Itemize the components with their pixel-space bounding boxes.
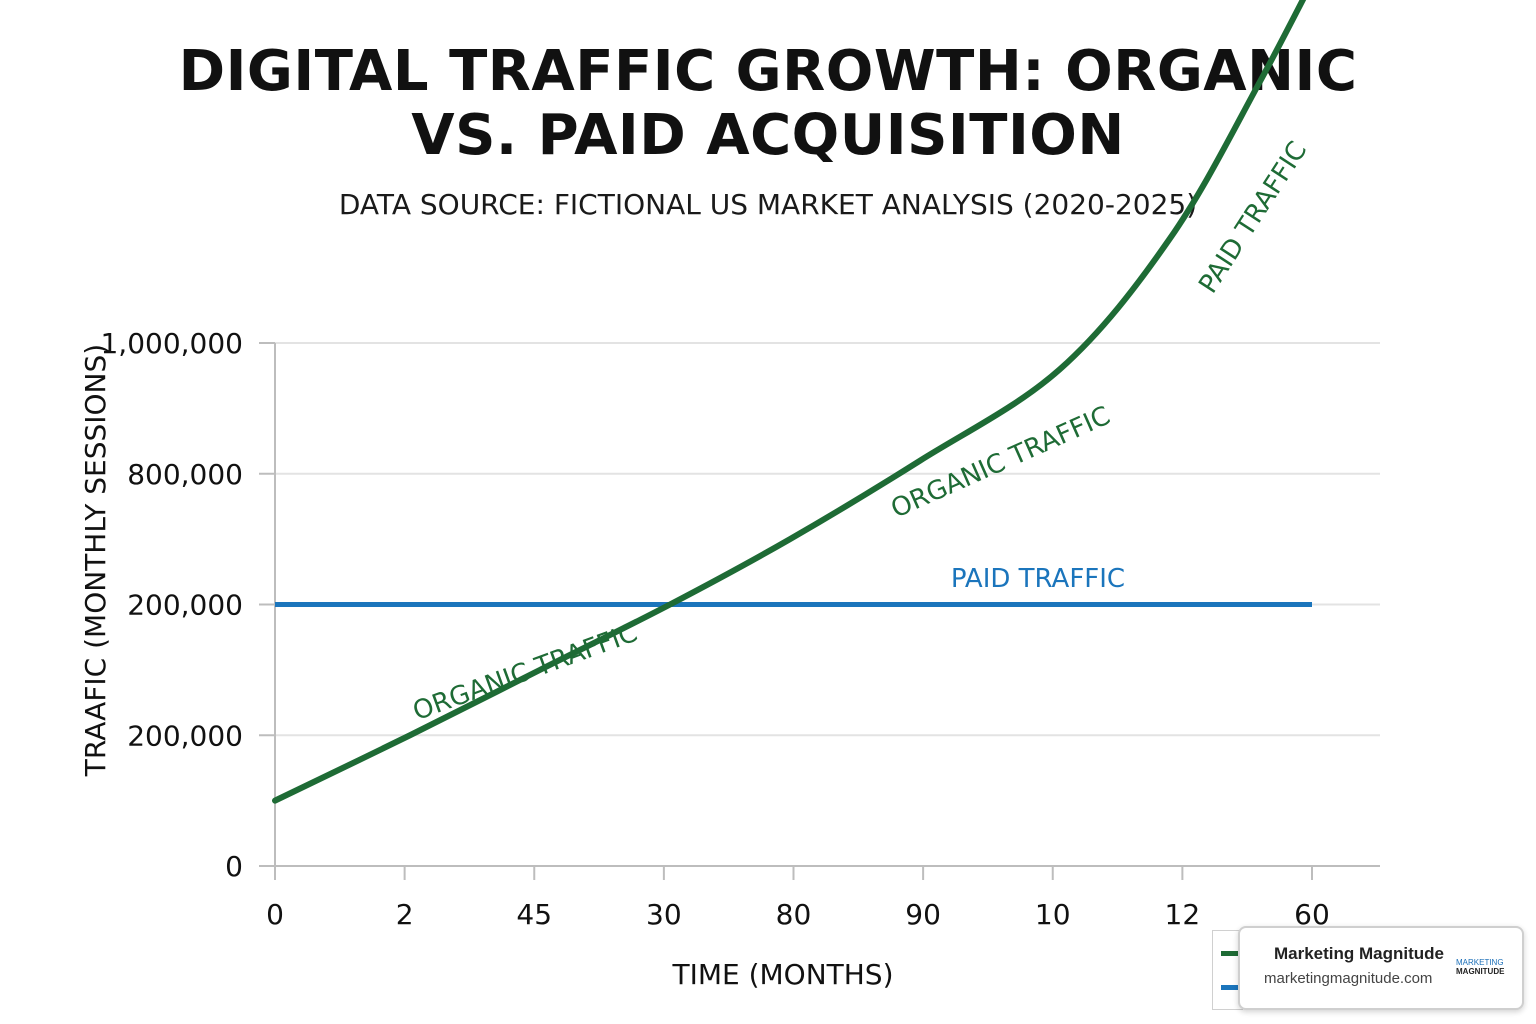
x-tick-label: 10 <box>1035 898 1071 931</box>
x-tick-label: 0 <box>266 898 284 931</box>
legend-swatch-paid <box>1221 985 1243 990</box>
y-axis-label: TRAAFIC (MONTHLY SESSIONS) <box>79 344 112 777</box>
x-axis-label: TIME (MONTHS) <box>671 958 893 991</box>
x-tick-label: 60 <box>1294 898 1330 931</box>
x-tick-label: 2 <box>396 898 414 931</box>
chart-subtitle: DATA SOURCE: FICTIONAL US MARKET ANALYSI… <box>338 188 1198 221</box>
series-label-organic: ORGANIC TRAFFIC <box>409 618 641 727</box>
legend-fragment <box>1212 930 1243 1010</box>
y-tick-label: 200,000 <box>127 589 243 622</box>
brand-watermark: Marketing Magnitude marketingmagnitude.c… <box>1238 926 1524 1010</box>
y-tick-label: 800,000 <box>127 458 243 491</box>
y-tick-label: 1,000,000 <box>100 327 243 360</box>
chart-title: DIGITAL TRAFFIC GROWTH: ORGANIC VS. PAID … <box>178 39 1358 168</box>
brand-url: marketingmagnitude.com <box>1264 970 1433 987</box>
x-tick-label: 80 <box>776 898 812 931</box>
series-line-organic <box>272 0 1307 804</box>
y-tick-label: 0 <box>225 850 243 883</box>
x-tick-label: 45 <box>516 898 552 931</box>
legend-swatch-organic <box>1221 951 1243 956</box>
y-tick-label: 200,000 <box>127 719 243 752</box>
brand-name: Marketing Magnitude <box>1274 944 1445 963</box>
series-label-organic: PAID TRAFFIC <box>1193 136 1313 298</box>
x-tick-label: 90 <box>905 898 941 931</box>
x-tick-label: 12 <box>1165 898 1201 931</box>
x-tick-label: 30 <box>646 898 682 931</box>
brand-logo-icon: MARKETING MAGNITUDE <box>1456 958 1505 976</box>
series-label-paid: PAID TRAFFIC <box>951 564 1125 594</box>
